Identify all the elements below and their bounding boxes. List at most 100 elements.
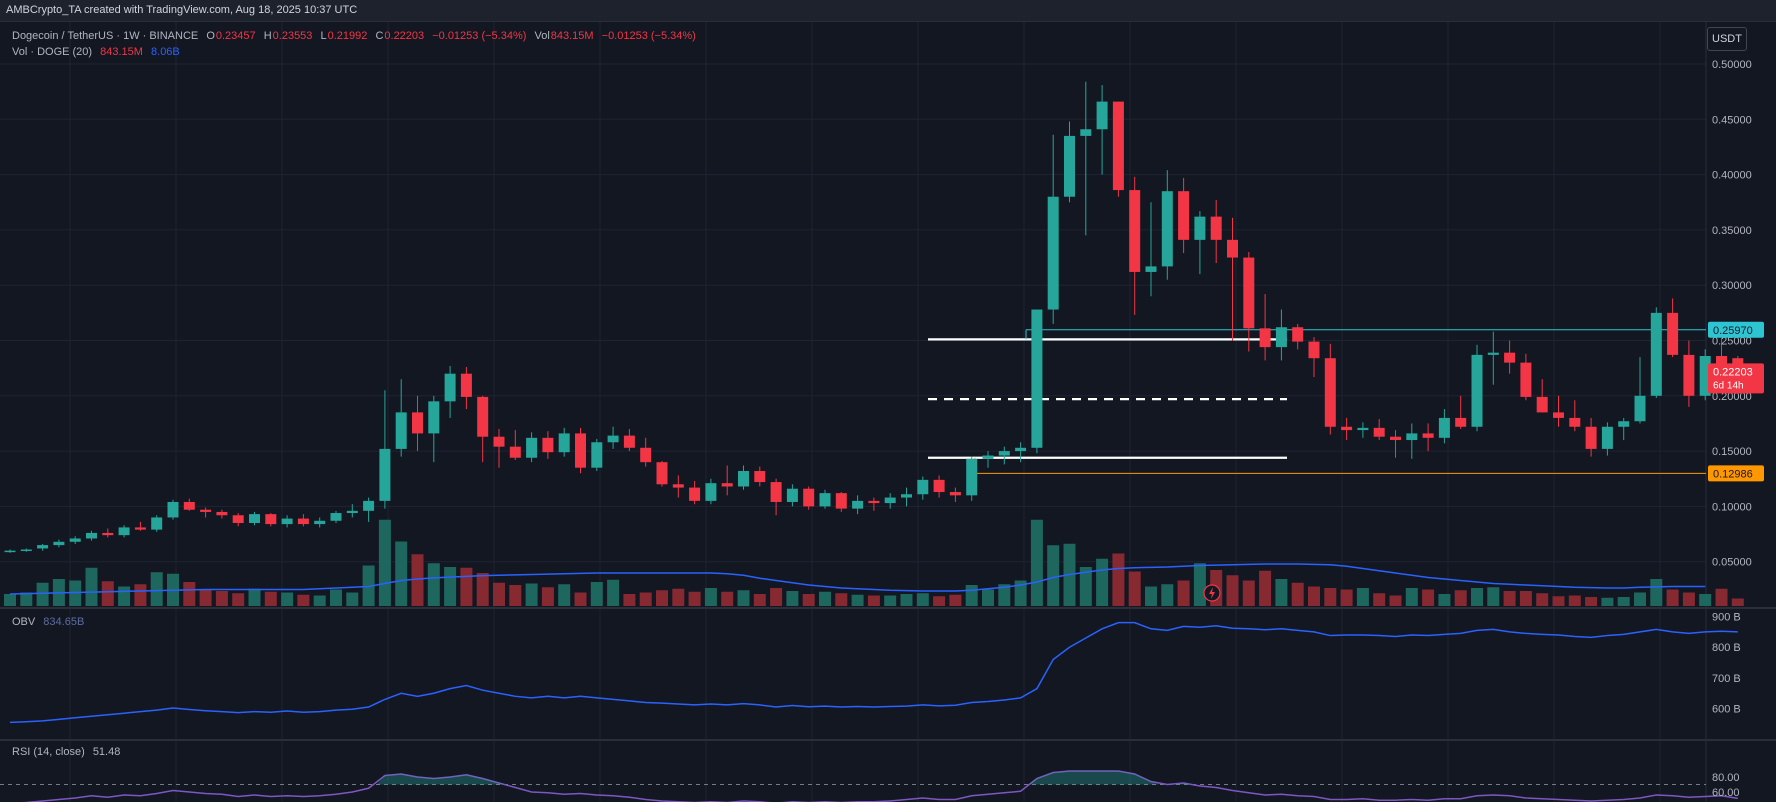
volume-bar-up — [444, 567, 457, 606]
candle-down — [265, 514, 277, 525]
close-value: 0.22203 — [384, 30, 425, 42]
volume-bar-up — [1487, 587, 1500, 606]
obv-legend-value: 834.65B — [43, 616, 85, 628]
volume-legend-label: Vol · DOGE (20) — [12, 46, 93, 58]
volume-bar-up — [281, 592, 294, 606]
candles[interactable] — [4, 81, 1744, 553]
volume-bar-up — [884, 595, 897, 606]
candle-down — [1683, 354, 1695, 396]
volume-bar-up — [1650, 579, 1663, 606]
candle-up — [53, 541, 65, 546]
candle-down — [1569, 417, 1581, 427]
price-label-countdown: 6d 14h — [1713, 380, 1744, 391]
candle-up — [428, 401, 440, 434]
price-tick-label: 0.15000 — [1712, 446, 1752, 458]
volume-bar-down — [411, 554, 424, 606]
volume-bar-down — [476, 573, 489, 606]
volume-bar-up — [819, 591, 831, 606]
vol-label: Vol — [534, 30, 550, 42]
volume-bar-down — [183, 582, 196, 606]
price-tick-label: 0.05000 — [1712, 557, 1752, 569]
volume-bar-down — [297, 594, 310, 606]
volume-bar-down — [493, 582, 505, 606]
candle-up — [1699, 355, 1711, 396]
candle-up — [1015, 447, 1027, 452]
candle-down — [1716, 355, 1727, 369]
rsi-overbought-fill — [376, 774, 508, 785]
open-label: O — [206, 30, 215, 42]
candle-down — [1390, 436, 1401, 441]
candle-up — [526, 437, 538, 458]
candle-up — [1487, 352, 1499, 355]
candle-up — [558, 433, 570, 453]
candle-up — [37, 545, 49, 549]
volume-bar-up — [1079, 567, 1092, 606]
chart[interactable]: 0.05000 0.10000 0.15000 0.20000 0.25000 0.300… — [0, 22, 1776, 802]
candle-up — [1357, 427, 1369, 431]
candle-up — [314, 520, 326, 525]
candle-down — [1455, 417, 1467, 427]
candle-down — [232, 515, 244, 523]
volume-bar-up — [558, 584, 571, 606]
volume-bar-up — [1438, 594, 1451, 606]
obv-tick-label: 900 B — [1712, 612, 1741, 624]
volume-bar-up — [1699, 594, 1712, 606]
obv-legend-label: OBV — [12, 616, 36, 628]
candle-down — [509, 446, 521, 458]
volume-bar-down — [1503, 591, 1516, 606]
price-label-box — [1708, 363, 1764, 394]
candle-down — [933, 479, 945, 493]
candle-down — [102, 532, 114, 536]
candle-down — [754, 471, 766, 483]
candle-down — [1536, 396, 1548, 413]
volume-bar-down — [1242, 580, 1255, 606]
volume-bar-up — [118, 586, 131, 606]
candle-down — [1504, 352, 1516, 363]
candle-down — [297, 518, 309, 525]
volume-bar-down — [101, 581, 114, 606]
rsi-tick-label: 80.00 — [1712, 772, 1740, 784]
low-label: L — [320, 30, 327, 42]
candle-up — [86, 532, 97, 539]
volume-bar-down — [770, 588, 783, 606]
volume-bar-up — [378, 519, 391, 606]
volume-bar-down — [1177, 580, 1190, 606]
candle-down — [200, 509, 212, 512]
price-tick-label: 0.35000 — [1712, 225, 1752, 237]
volume-bar-up — [150, 572, 163, 606]
candle-up — [1031, 309, 1043, 448]
volume-bar-down — [264, 591, 277, 606]
volume-bar-up — [786, 591, 799, 606]
volume-bar-up — [313, 595, 326, 606]
candle-down — [1227, 239, 1238, 258]
price-tick-label: 0.20000 — [1712, 391, 1752, 403]
candle-up — [346, 510, 358, 514]
volume-bar-down — [623, 594, 636, 606]
candle-up — [786, 488, 798, 502]
candle-up — [819, 493, 831, 507]
volume-bar-up — [900, 594, 913, 606]
price-label-box — [1708, 465, 1764, 482]
volume-bar-down — [1291, 582, 1304, 606]
volume-bar-down — [867, 595, 880, 606]
candle-up — [998, 451, 1010, 456]
candle-down — [1422, 433, 1434, 438]
candle-down — [460, 373, 472, 397]
candle-up — [884, 497, 896, 504]
volume-bar-down — [1585, 597, 1598, 606]
candle-down — [689, 487, 701, 501]
currency-button[interactable]: USDT — [1707, 27, 1747, 51]
candle-up — [1145, 266, 1157, 272]
price-label-text: 0.25970 — [1713, 325, 1753, 337]
replay-icon[interactable] — [1203, 584, 1221, 602]
volume-bar-up — [1014, 580, 1027, 606]
volume-bar-down — [541, 587, 554, 606]
volume-bar-up — [1601, 597, 1614, 606]
candle-up — [1161, 191, 1173, 267]
price-label-text: 0.22203 — [1713, 366, 1753, 378]
volume-bar-up — [1405, 588, 1418, 606]
obv-tick-label: 600 B — [1712, 704, 1741, 716]
volume-bar-up — [346, 592, 359, 606]
volume-bar-up — [607, 579, 620, 606]
candle-down — [803, 488, 815, 507]
